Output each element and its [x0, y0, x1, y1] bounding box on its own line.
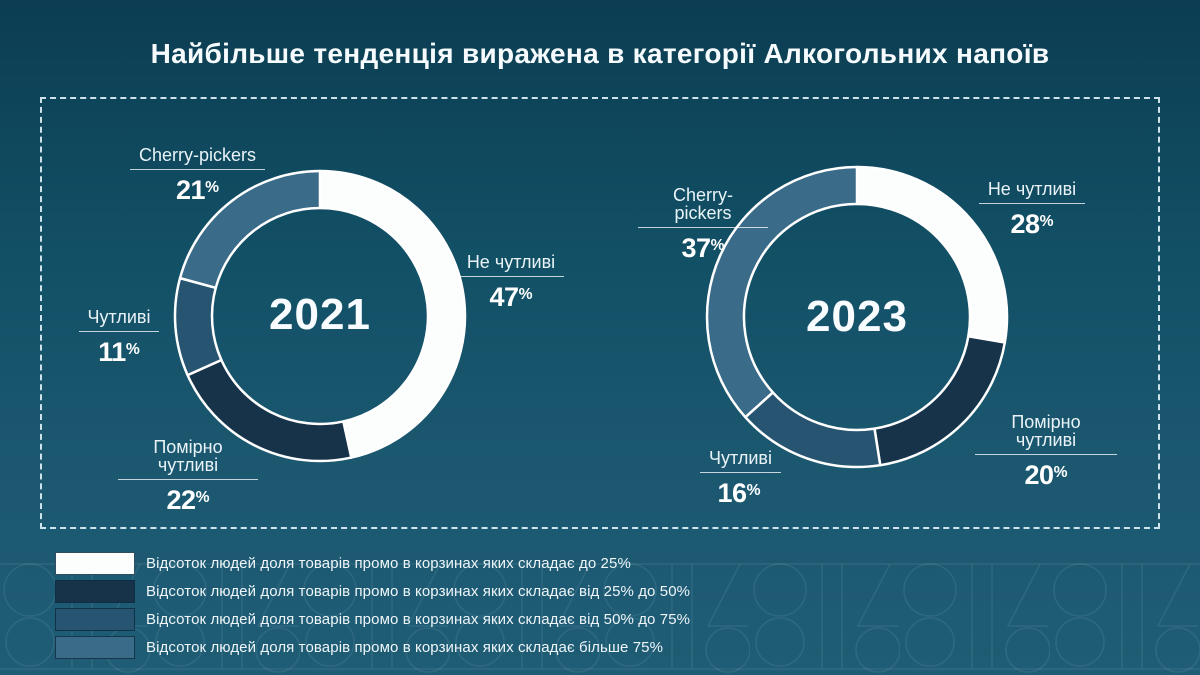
legend-item-over-75: Відсоток людей доля товарів промо в корз… [55, 636, 690, 659]
callout-2023-cherry-pickers: Cherry-pickers 37% [638, 186, 768, 262]
callout-2021-pomirno-chutlyvi: Помірно чутливі 22% [118, 438, 258, 514]
dashed-frame [40, 97, 1160, 529]
callout-2021-cherry-pickers: Cherry-pickers 21% [100, 146, 295, 204]
legend-swatch-steel-blue [55, 636, 135, 659]
donut-year-2023: 2023 [806, 292, 908, 341]
slice-value: 20% [1024, 460, 1068, 490]
callout-2021-chutlyvi: Чутливі 11% [76, 308, 162, 366]
donut-slice-не-чутливі [318, 169, 467, 459]
slice-value: 11% [98, 337, 140, 367]
legend-label: Відсоток людей доля товарів промо в корз… [146, 639, 664, 656]
slice-value: 22% [166, 485, 210, 515]
donut-chart-2021 [173, 169, 467, 463]
legend-label: Відсоток людей доля товарів промо в корз… [146, 611, 691, 628]
legend-swatch-medium-blue [55, 608, 135, 631]
slice-label: Помірно чутливі [975, 413, 1117, 455]
page-title: Найбільше тенденція виражена в категорії… [150, 38, 1050, 69]
slice-label: Не чутливі [978, 180, 1086, 204]
legend-swatch-dark-navy [55, 580, 135, 603]
donut-slice-cherry-pickers [178, 169, 322, 290]
legend-label: Відсоток людей доля товарів промо в корз… [146, 583, 691, 600]
slice-label: Не чутливі [456, 253, 566, 277]
legend-item-25-50: Відсоток людей доля товарів промо в корз… [55, 580, 690, 603]
donut-slice-cherry-pickers [705, 165, 859, 419]
slice-value: 37% [681, 233, 725, 263]
slice-value: 16% [717, 478, 761, 508]
donut-slice-чутливі [173, 276, 223, 377]
slice-label: Cherry-pickers [638, 186, 768, 228]
slice-value: 47% [489, 282, 533, 312]
legend: Відсоток людей доля товарів промо в корз… [55, 552, 690, 664]
callout-2023-chutlyvi: Чутливі 16% [700, 449, 781, 508]
callout-2023-ne-chutlyvi: Не чутливі 28% [978, 180, 1086, 238]
donut-chart-2023 [705, 165, 1009, 469]
slice-label: Чутливі [76, 308, 162, 332]
slice-label: Чутливі [700, 449, 781, 473]
callout-2021-ne-chutlyvi: Не чутливі 47% [456, 253, 566, 311]
legend-item-50-75: Відсоток людей доля товарів промо в корз… [55, 608, 690, 631]
slice-label: Помірно чутливі [118, 438, 258, 480]
slice-value: 21% [176, 175, 219, 205]
donut-year-2021: 2021 [269, 290, 371, 339]
legend-label: Відсоток людей доля товарів промо в корз… [146, 555, 631, 572]
callout-2023-pomirno-chutlyvi: Помірно чутливі 20% [975, 413, 1117, 489]
slice-value: 28% [1010, 209, 1054, 239]
slice-label: Cherry-pickers [100, 146, 295, 170]
legend-swatch-white [55, 552, 135, 575]
legend-item-under-25: Відсоток людей доля товарів промо в корз… [55, 552, 690, 575]
